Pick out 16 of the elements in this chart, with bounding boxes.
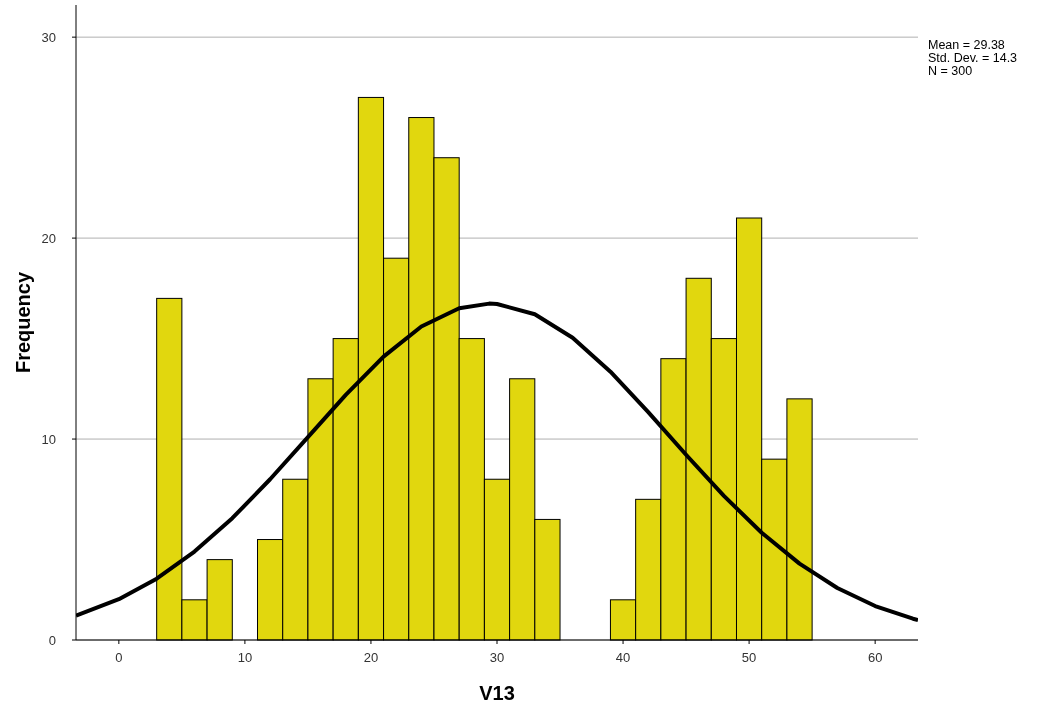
x-tick-label: 0 xyxy=(115,650,123,665)
text: Std. Dev. = 14.3 xyxy=(928,51,1018,65)
x-tick-label: 30 xyxy=(489,650,505,665)
x-tick-label: 60 xyxy=(867,650,883,665)
y-tick-label: 30 xyxy=(41,30,56,46)
x-tick-label: 10 xyxy=(237,650,253,665)
y-tick-label: 0 xyxy=(48,633,56,648)
x-tick-label: 50 xyxy=(741,650,757,665)
x-axis-title: V13 xyxy=(479,682,515,704)
x-tick-label: 40 xyxy=(615,650,631,665)
text: Mean = 29.38 xyxy=(928,38,1005,52)
y-tick-label: 10 xyxy=(41,432,56,448)
x-tick-label: 20 xyxy=(363,650,379,665)
y-axis-title: Frequency xyxy=(12,271,34,374)
text: N = 300 xyxy=(928,64,973,78)
y-tick-label: 20 xyxy=(41,231,56,247)
